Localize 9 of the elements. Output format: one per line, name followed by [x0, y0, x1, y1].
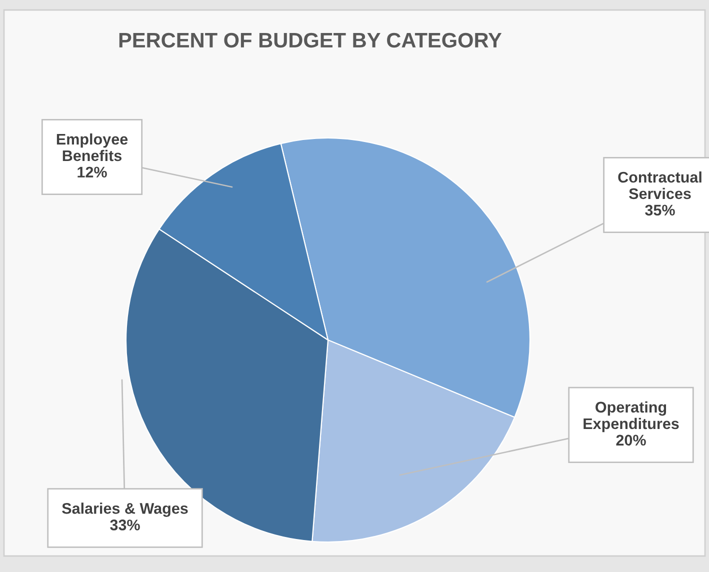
- slice-label: Contractual Services: [618, 171, 702, 200]
- slice-label: Employee Benefits: [56, 133, 128, 162]
- slice-label: Salaries & Wages: [62, 502, 188, 517]
- data-label: 33%: [110, 520, 140, 530]
- chart-title: PERCENT OF BUDGET BY CATEGORY: [119, 32, 502, 48]
- data-label: 35%: [645, 204, 675, 216]
- slice-label: Operating Expenditures: [584, 401, 679, 432]
- data-label: 20%: [616, 434, 646, 446]
- data-label: 12%: [78, 166, 107, 178]
